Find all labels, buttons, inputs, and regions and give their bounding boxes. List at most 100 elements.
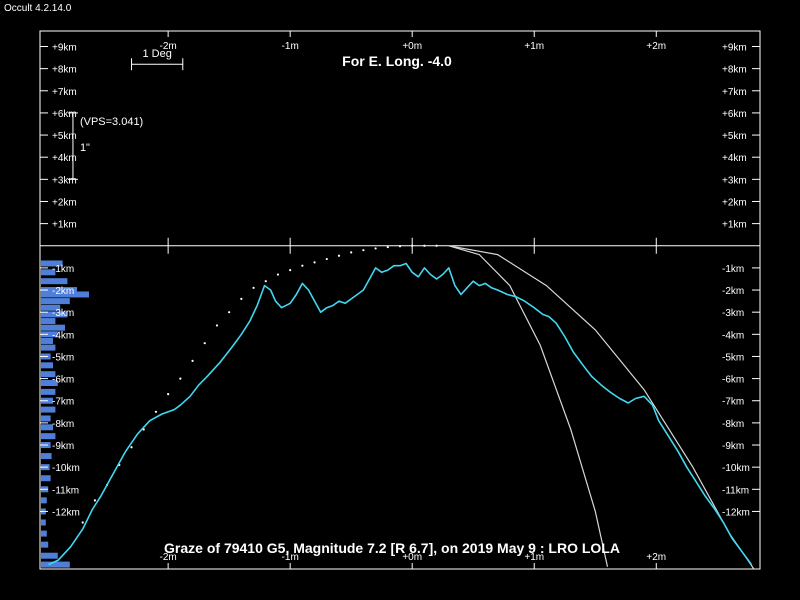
histogram-bar [41,561,70,568]
histogram-bar [41,433,56,440]
y-tick-label-right: -11km [722,485,749,496]
limb-dot [179,377,182,380]
y-tick-label-right: -8km [722,419,744,430]
x-tick-label-bottom: -1m [282,552,299,563]
y-tick-label-left: -2km [52,286,74,297]
histogram-bar [41,497,47,504]
vps-label: (VPS=3.041) [80,116,143,128]
x-tick-label-bottom: +2m [646,552,666,563]
y-tick-label-right: -5km [722,352,744,363]
histogram-bar [41,298,70,305]
dots-group [81,244,438,524]
chart-caption: Graze of 79410 G5, Magnitude 7.2 [R 6.7]… [164,540,620,556]
histogram-bar [41,278,68,285]
y-tick-label-left: -4km [52,330,74,341]
limb-dot [423,244,426,247]
y-tick-label-left: -11km [52,485,79,496]
axes-group: -2m -2m -1m -1m +0m +0m +1m +1m +2m +2m +9km +9km +8… [40,31,760,569]
y-tick-label-right: +6km [722,109,747,120]
limb-dot [191,359,194,362]
x-tick-label-top: -2m [160,41,177,52]
plot-frame-group [39,30,761,570]
histogram-bar [41,453,52,460]
limb-dot [301,264,304,267]
histogram-bar [41,311,68,318]
histogram-bar [41,519,46,526]
scale-group: 1 Deg (VPS=3.041) 1" [67,48,184,180]
y-tick-label-right: +7km [722,87,747,98]
y-tick-label-left: +4km [52,153,77,164]
histogram-bar [41,388,56,395]
y-tick-label-left: -6km [52,375,74,386]
histogram-bar [41,475,51,482]
limb-dot [215,324,219,327]
histogram-bar [41,324,65,331]
y-tick-label-right: +4km [722,153,747,164]
histogram-bar [41,331,58,338]
y-tick-label-right: -2km [722,286,744,297]
limb-dot [350,251,353,254]
histogram-bar [41,541,49,548]
y-tick-label-right: -12km [722,507,750,518]
limb-dot [313,261,316,264]
histogram-bar [41,424,53,431]
limb-dot [228,311,231,314]
y-tick-label-left: +1km [52,220,77,231]
limb-dot [167,392,170,396]
profile-line [48,262,753,566]
limb-dot [325,257,328,261]
y-tick-label-right: -6km [722,375,744,386]
limb-dot [203,342,206,345]
y-tick-label-right: +5km [722,131,747,142]
histogram-bar [41,362,53,369]
app-title: Occult 4.2.14.0 [4,3,72,14]
y-tick-label-right: +8km [722,65,747,76]
y-tick-label-right: -1km [722,264,744,275]
y-tick-label-left: -7km [52,397,74,408]
limb-dot [411,244,414,247]
y-tick-label-right: -9km [722,441,744,452]
y-tick-label-right: +9km [722,42,747,53]
y-tick-label-right: +3km [722,175,747,186]
histogram-bar [41,552,58,559]
limb-curves-group [448,245,755,570]
limb-dot [435,244,438,247]
vertical-scale-unit-label: 1" [80,142,90,154]
limb-curve [448,245,755,570]
y-tick-label-left: +5km [52,131,77,142]
y-tick-label-left: +9km [52,42,77,53]
y-tick-label-left: -9km [52,441,74,452]
scale-bar-label: 1 Deg [142,48,171,60]
histogram-bar [41,380,58,387]
x-tick-label-bottom: +1m [524,552,544,563]
histogram-bar [41,337,53,344]
limb-dot [289,269,292,272]
histogram-bar [41,344,56,351]
x-tick-label-bottom: -2m [160,552,177,563]
limb-dot [398,245,402,248]
plot-border [39,30,761,570]
x-tick-label-top: +2m [646,41,666,52]
y-tick-label-left: -10km [52,463,80,474]
limb-dot [264,280,267,283]
histogram-bar [41,287,77,294]
limb-curve [448,245,609,567]
x-tick-label-top: +0m [402,41,422,52]
x-tick-label-bottom: +0m [402,552,422,563]
y-tick-label-right: -3km [722,308,744,319]
limb-dot [130,446,133,449]
y-tick-label-left: +3km [52,175,77,186]
y-tick-label-right: -4km [722,330,744,341]
y-tick-label-left: +2km [52,197,77,208]
limb-dot [154,410,158,413]
histogram-bar [41,269,56,276]
y-tick-label-right: +1km [722,220,747,231]
histogram-bar [41,304,61,311]
y-tick-label-left: +7km [52,87,77,98]
limb-dot [386,245,389,249]
y-tick-label-left: -3km [52,308,74,319]
histogram-bar [41,415,51,422]
limb-dot [374,247,377,250]
limb-dot [93,499,97,502]
histogram-bar [41,291,89,298]
